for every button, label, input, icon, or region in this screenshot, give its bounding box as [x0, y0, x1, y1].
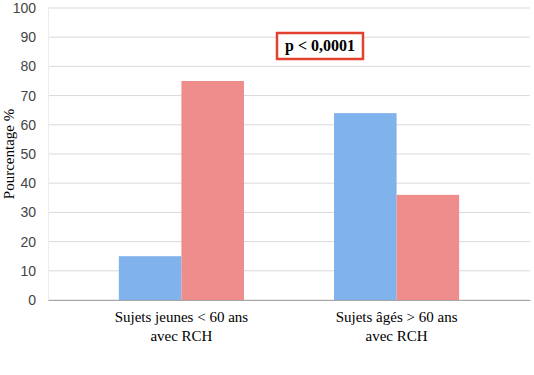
y-tick: 60: [20, 117, 48, 133]
y-tick: 0: [28, 292, 48, 308]
y-axis-line: [48, 9, 49, 301]
annotation-box: [277, 33, 363, 59]
y-tick-label: 60: [20, 117, 36, 133]
y-tick-label: 80: [20, 58, 36, 74]
y-tick: 20: [20, 234, 48, 250]
x-tick-label: Sujets jeunes < 60 ansavec RCH: [115, 309, 249, 344]
y-tick-label: 10: [20, 263, 36, 279]
y-tick-label: 20: [20, 234, 36, 250]
grid-line: [48, 154, 530, 155]
x-tick-label: Sujets âgés > 60 ansavec RCH: [336, 309, 458, 344]
bar: [181, 81, 244, 300]
y-tick-label: 30: [20, 204, 36, 220]
x-tick: Sujets âgés > 60 ansavec RCH: [336, 300, 458, 344]
bar: [119, 256, 182, 300]
annotation-text: p < 0,0001: [285, 37, 355, 55]
y-axis: 0 10 20 30 40 50 60 70 80 90 100: [13, 0, 49, 308]
x-tick: Sujets jeunes < 60 ansavec RCH: [115, 300, 249, 344]
grid-line: [48, 95, 530, 96]
bar: [397, 195, 460, 300]
y-tick-label: 40: [20, 175, 36, 191]
y-tick: 50: [20, 146, 48, 162]
grid-line: [48, 8, 530, 9]
y-tick-label: 70: [20, 88, 36, 104]
y-tick: 80: [20, 58, 48, 74]
chart: 0 10 20 30 40 50 60 70 80 90 100 Sujets jeunes < 60…: [0, 0, 534, 375]
bars: [119, 81, 459, 300]
bar: [334, 113, 397, 300]
grid-line: [48, 66, 530, 67]
grid: [48, 8, 530, 300]
y-tick: 100: [13, 0, 48, 16]
annotation: p < 0,0001: [277, 33, 363, 59]
y-tick-label: 50: [20, 146, 36, 162]
y-tick: 70: [20, 88, 48, 104]
grid-line: [48, 124, 530, 125]
x-axis-line: [49, 300, 531, 301]
y-tick: 90: [20, 29, 48, 45]
grid-line: [48, 183, 530, 184]
y-tick-label: 100: [13, 0, 37, 16]
y-tick-label: 0: [28, 292, 36, 308]
y-tick: 40: [20, 175, 48, 191]
y-tick: 10: [20, 263, 48, 279]
x-axis: Sujets jeunes < 60 ansavec RCH Sujets âgé…: [49, 300, 531, 344]
y-tick: 30: [20, 204, 48, 220]
y-axis-title: Pourcentage %: [1, 109, 17, 199]
y-tick-label: 90: [20, 29, 36, 45]
